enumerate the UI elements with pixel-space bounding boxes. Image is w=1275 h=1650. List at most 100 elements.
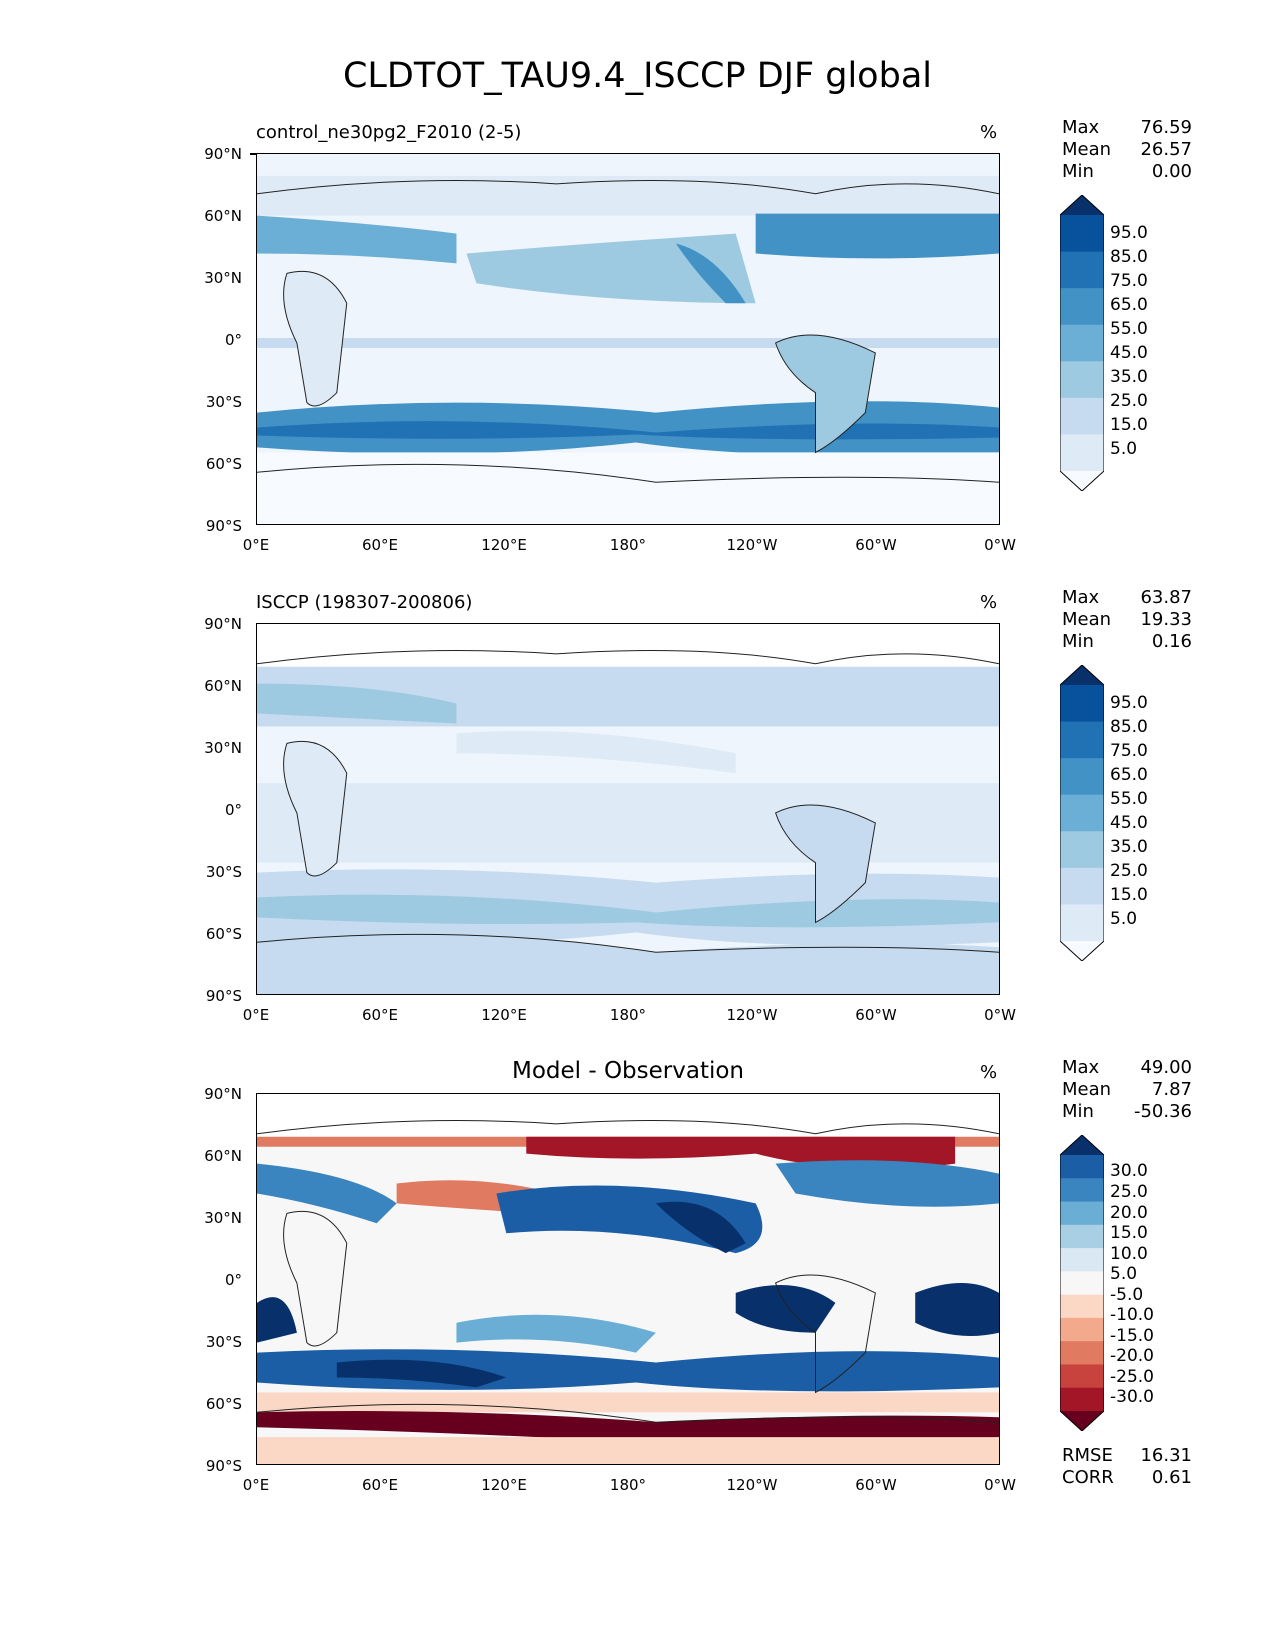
colorbar-label: 35.0	[1110, 837, 1170, 857]
lat-label: 60°N	[192, 1147, 242, 1165]
panel-title: ISCCP (198307-200806)	[256, 592, 472, 613]
colorbar-label: 15.0	[1110, 885, 1170, 905]
colorbar-label: 25.0	[1110, 391, 1170, 411]
lon-label: 120°W	[717, 1476, 787, 1494]
colorbar-label: 75.0	[1110, 741, 1170, 761]
panel-title: Model - Observation	[256, 1058, 1000, 1084]
colorbar-swatch	[1060, 434, 1104, 471]
colorbar-swatch	[1060, 904, 1104, 941]
colorbar-extend-top	[1060, 665, 1104, 685]
colorbar-label: 45.0	[1110, 343, 1170, 363]
colorbar-label: 5.0	[1110, 1264, 1170, 1284]
colorbar-label: 55.0	[1110, 319, 1170, 339]
lat-label: 30°N	[192, 269, 242, 287]
colorbar-label: 25.0	[1110, 1182, 1170, 1202]
colorbar-swatch	[1060, 1341, 1104, 1365]
colorbar-swatch	[1060, 1271, 1104, 1295]
colorbar-swatch	[1060, 1202, 1104, 1226]
error-stats: RMSE 16.31 CORR 0.61	[1062, 1445, 1192, 1489]
colorbar-label: 65.0	[1110, 295, 1170, 315]
panel-difference: Model - Observation % 90°N	[0, 940, 1275, 1410]
colorbar-label: 30.0	[1110, 1161, 1170, 1181]
colorbar-label: 85.0	[1110, 717, 1170, 737]
lat-label: 60°N	[192, 677, 242, 695]
colorbar	[1060, 665, 1104, 961]
lat-label: 0°	[192, 1271, 242, 1289]
colorbar-label: 15.0	[1110, 415, 1170, 435]
colorbar-label: 25.0	[1110, 861, 1170, 881]
lon-label: 60°W	[841, 1476, 911, 1494]
colorbar-swatch	[1060, 252, 1104, 289]
colorbar-label: 95.0	[1110, 223, 1170, 243]
colorbar-swatches	[1060, 665, 1104, 961]
lat-label: 0°	[192, 331, 242, 349]
lon-label: 120°E	[469, 1476, 539, 1494]
colorbar-label: 85.0	[1110, 247, 1170, 267]
panel-units: %	[980, 1062, 997, 1083]
colorbar-label: 55.0	[1110, 789, 1170, 809]
colorbar-swatch	[1060, 722, 1104, 759]
colorbar-label: 15.0	[1110, 1223, 1170, 1243]
lat-label: 90°N	[192, 615, 242, 633]
colorbar	[1060, 195, 1104, 491]
colorbar-label: -30.0	[1110, 1387, 1170, 1407]
colorbar-swatch	[1060, 1155, 1104, 1179]
lat-label: 90°N	[192, 1085, 242, 1103]
colorbar-extend-bottom	[1060, 1411, 1104, 1431]
map-difference	[256, 1093, 1000, 1465]
colorbar-swatch	[1060, 398, 1104, 435]
colorbar-label: -15.0	[1110, 1326, 1170, 1346]
colorbar-swatch	[1060, 1364, 1104, 1388]
colorbar-label: 75.0	[1110, 271, 1170, 291]
colorbar-swatch	[1060, 288, 1104, 325]
panel-model: control_ne30pg2_F2010 (2-5) % 90°N 60°N …	[0, 0, 1275, 470]
lon-label: 60°E	[345, 1476, 415, 1494]
colorbar-swatch	[1060, 215, 1104, 252]
colorbar-swatch	[1060, 325, 1104, 362]
colorbar-label: 35.0	[1110, 367, 1170, 387]
colorbar-swatch	[1060, 1178, 1104, 1202]
colorbar-label: 45.0	[1110, 813, 1170, 833]
colorbar-swatch	[1060, 361, 1104, 398]
colorbar-label: -5.0	[1110, 1285, 1170, 1305]
colorbar-swatch	[1060, 1225, 1104, 1249]
colorbar-label: -20.0	[1110, 1346, 1170, 1366]
colorbar-extend-top	[1060, 1135, 1104, 1155]
lat-label: 30°S	[192, 1333, 242, 1351]
colorbar	[1060, 1135, 1104, 1431]
colorbar-label: 5.0	[1110, 439, 1170, 459]
colorbar-label: -25.0	[1110, 1367, 1170, 1387]
colorbar-label: 5.0	[1110, 909, 1170, 929]
colorbar-swatch	[1060, 758, 1104, 795]
colorbar-label: 95.0	[1110, 693, 1170, 713]
lat-label: 30°S	[192, 863, 242, 881]
colorbar-swatch	[1060, 1248, 1104, 1272]
colorbar-swatch	[1060, 795, 1104, 832]
colorbar-swatch	[1060, 1295, 1104, 1319]
lon-label: 0°W	[965, 1476, 1035, 1494]
colorbar-label: -10.0	[1110, 1305, 1170, 1325]
colorbar-swatches	[1060, 195, 1104, 491]
colorbar-label: 10.0	[1110, 1244, 1170, 1264]
colorbar-label: 65.0	[1110, 765, 1170, 785]
panel-title: control_ne30pg2_F2010 (2-5)	[256, 122, 521, 143]
colorbar-swatch	[1060, 1388, 1104, 1412]
panel-units: %	[980, 122, 997, 143]
colorbar-swatch	[1060, 1318, 1104, 1342]
colorbar-swatches	[1060, 1135, 1104, 1431]
panel-units: %	[980, 592, 997, 613]
lat-label: 60°S	[192, 1395, 242, 1413]
lat-label: 90°N	[192, 145, 242, 163]
lat-label: 90°S	[192, 1457, 242, 1475]
colorbar-label: 20.0	[1110, 1203, 1170, 1223]
lat-label: 30°S	[192, 393, 242, 411]
panel-stats: Max 63.87 Mean 19.33 Min 0.16	[1062, 587, 1192, 653]
lon-label: 0°E	[221, 1476, 291, 1494]
panel-observation: ISCCP (198307-200806) % 90°N 60°N 30°N 0…	[0, 470, 1275, 940]
lat-label: 30°N	[192, 1209, 242, 1227]
panel-stats: Max 76.59 Mean 26.57 Min 0.00	[1062, 117, 1192, 183]
lat-label: 0°	[192, 801, 242, 819]
colorbar-extend-top	[1060, 195, 1104, 215]
lon-label: 180°	[593, 1476, 663, 1494]
panel-stats: Max 49.00 Mean 7.87 Min -50.36	[1062, 1057, 1192, 1123]
